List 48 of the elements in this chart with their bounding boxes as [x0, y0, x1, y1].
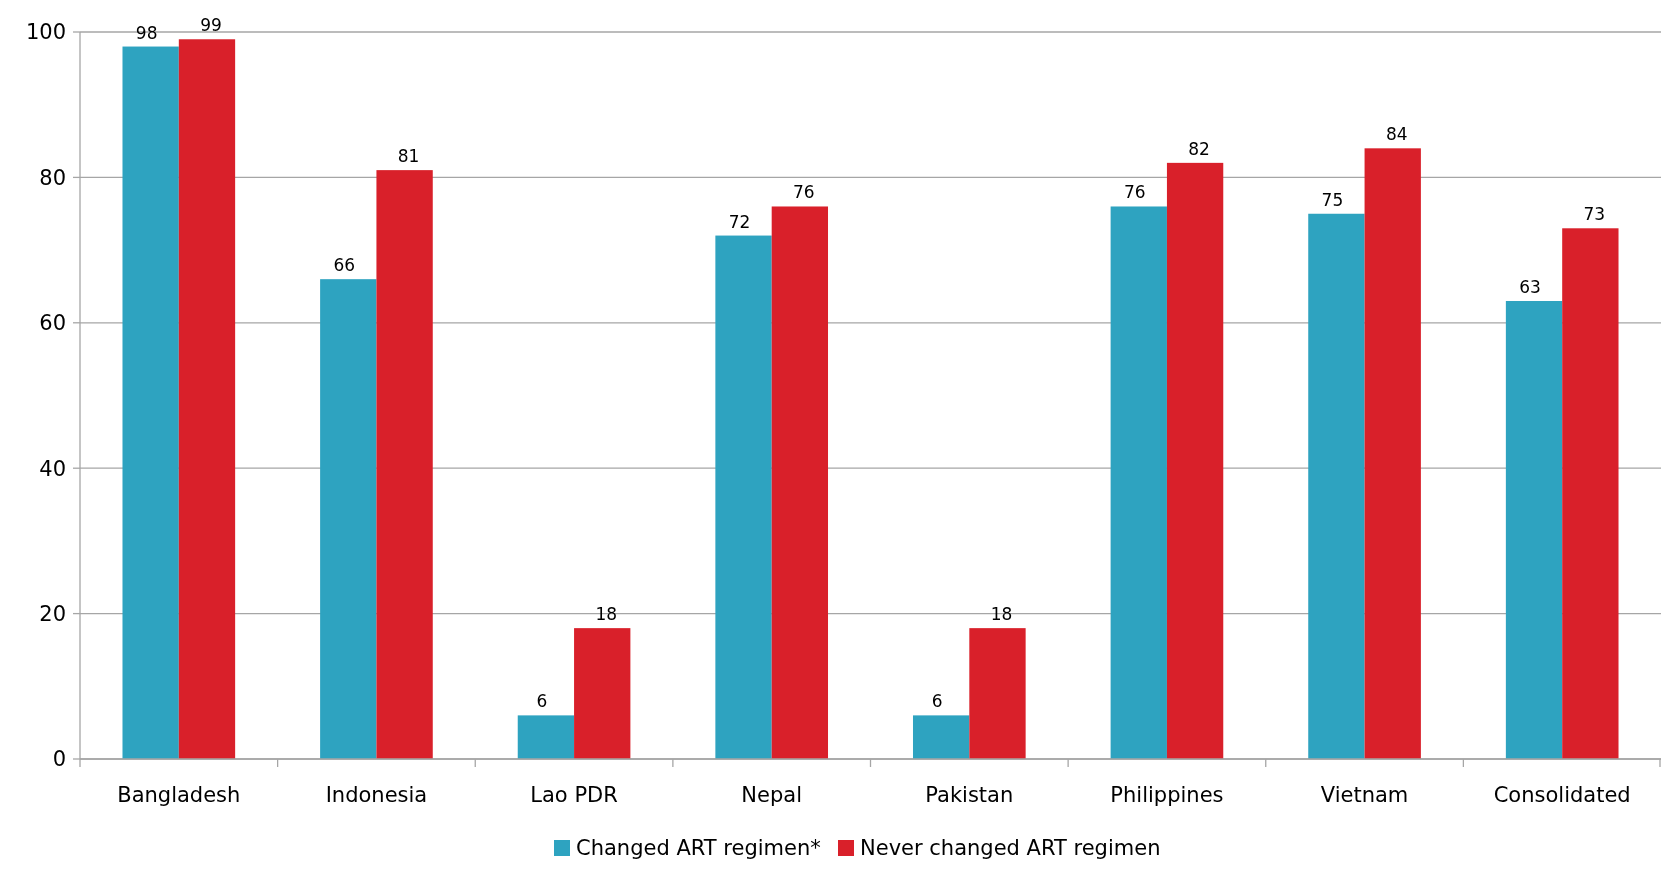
- data-label: 72: [728, 211, 751, 232]
- y-tick-label: 80: [39, 165, 66, 190]
- data-label: 99: [200, 15, 222, 36]
- data-label: 81: [397, 146, 420, 167]
- y-tick-label: 40: [39, 456, 66, 481]
- data-label: 18: [595, 604, 618, 625]
- bar: [1505, 300, 1563, 759]
- y-tick-label: 100: [25, 20, 66, 45]
- x-tick-label: Nepal: [741, 783, 803, 807]
- legend-label: Changed ART regimen*: [576, 836, 821, 860]
- bar: [574, 628, 631, 759]
- bar: [1166, 162, 1224, 759]
- y-tick-label: 60: [39, 311, 66, 336]
- data-label: 66: [333, 255, 356, 276]
- x-tick-label: Lao PDR: [530, 783, 618, 807]
- y-tick-label: 20: [39, 601, 66, 626]
- data-label: 63: [1519, 276, 1541, 297]
- bar: [178, 39, 236, 759]
- bar: [376, 170, 433, 759]
- data-label: 76: [793, 182, 815, 203]
- bar: [1110, 206, 1167, 759]
- y-tick-label: 0: [52, 747, 66, 772]
- x-tick-label: Indonesia: [325, 783, 428, 807]
- data-label: 18: [990, 604, 1013, 625]
- legend-label: Never changed ART regimen: [860, 836, 1161, 860]
- data-label: 84: [1385, 124, 1408, 145]
- bar: [320, 279, 377, 759]
- data-label: 73: [1583, 204, 1606, 225]
- data-label: 6: [931, 691, 943, 712]
- data-label: 76: [1123, 182, 1146, 203]
- data-label: 75: [1321, 189, 1344, 210]
- data-label: 6: [536, 691, 548, 712]
- bar: [1364, 148, 1421, 759]
- x-tick-label: Pakistan: [925, 783, 1014, 807]
- bar: [715, 235, 772, 759]
- data-label: 98: [135, 22, 158, 43]
- bar: [122, 46, 179, 759]
- bar: [1308, 213, 1365, 759]
- data-label: 82: [1188, 138, 1210, 159]
- x-tick-label: Consolidated: [1493, 783, 1631, 807]
- x-tick-label: Bangladesh: [117, 783, 241, 807]
- bar: [1562, 228, 1619, 759]
- x-tick-label: Philippines: [1110, 783, 1224, 807]
- x-tick-label: Vietnam: [1320, 783, 1409, 807]
- bar: [771, 206, 829, 759]
- bar: [969, 628, 1026, 759]
- bar: [912, 715, 970, 759]
- bar: [517, 715, 575, 759]
